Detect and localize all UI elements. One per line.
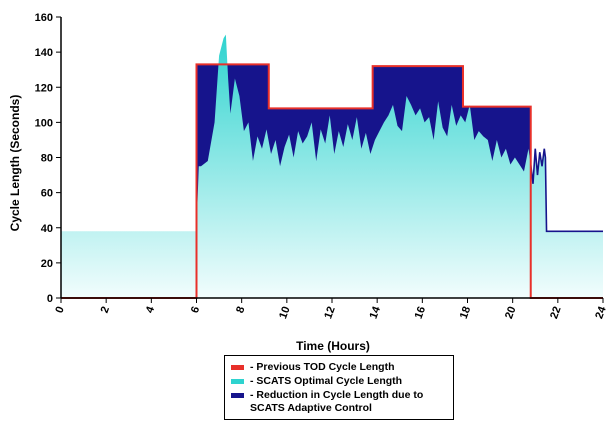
scats-tail-line xyxy=(529,148,603,233)
legend-swatch-tod xyxy=(231,365,244,370)
legend-entry-reduction: - Reduction in Cycle Length due to SCATS… xyxy=(231,389,447,415)
y-tick-label: 0 xyxy=(47,293,53,305)
x-tick-label: 18 xyxy=(458,305,473,321)
y-tick-label: 20 xyxy=(41,258,53,270)
y-tick-label: 120 xyxy=(35,82,53,94)
y-tick-label: 100 xyxy=(35,117,53,129)
x-tick-label: 12 xyxy=(322,305,337,321)
x-tick-label: 24 xyxy=(593,304,609,320)
x-tick-label: 22 xyxy=(548,305,563,321)
x-axis-title: Time (Hours) xyxy=(296,339,370,353)
x-tick-label: 8 xyxy=(234,305,247,315)
legend-label-scats: - SCATS Optimal Cycle Length xyxy=(250,375,403,387)
y-tick-label: 140 xyxy=(35,47,53,59)
x-tick-label: 10 xyxy=(277,305,292,321)
legend-swatch-reduction xyxy=(231,393,244,398)
x-tick-label: 6 xyxy=(189,305,202,315)
legend-swatch-scats xyxy=(231,379,244,384)
tod-cycle-line xyxy=(61,63,603,299)
legend-entry-tod: - Previous TOD Cycle Length xyxy=(231,361,447,374)
legend-label-reduction: - Reduction in Cycle Length due to SCATS… xyxy=(250,389,424,414)
x-tick-label: 20 xyxy=(503,305,518,321)
y-tick-label: 160 xyxy=(35,12,53,24)
legend-entry-scats: - SCATS Optimal Cycle Length xyxy=(231,375,447,388)
x-tick-label: 4 xyxy=(144,304,158,315)
x-tick-label: 0 xyxy=(53,305,66,315)
y-tick-label: 80 xyxy=(41,153,53,165)
x-tick-label: 16 xyxy=(413,305,428,321)
y-tick-label: 60 xyxy=(41,188,53,200)
tod-layer xyxy=(61,63,603,299)
x-tick-label: 14 xyxy=(368,304,384,320)
y-axis-title: Cycle Length (Seconds) xyxy=(8,95,22,232)
legend-label-tod: - Previous TOD Cycle Length xyxy=(250,361,395,373)
legend: - Previous TOD Cycle Length - SCATS Opti… xyxy=(224,355,454,420)
y-tick-label: 40 xyxy=(41,223,53,235)
x-tick-label: 2 xyxy=(99,305,112,315)
